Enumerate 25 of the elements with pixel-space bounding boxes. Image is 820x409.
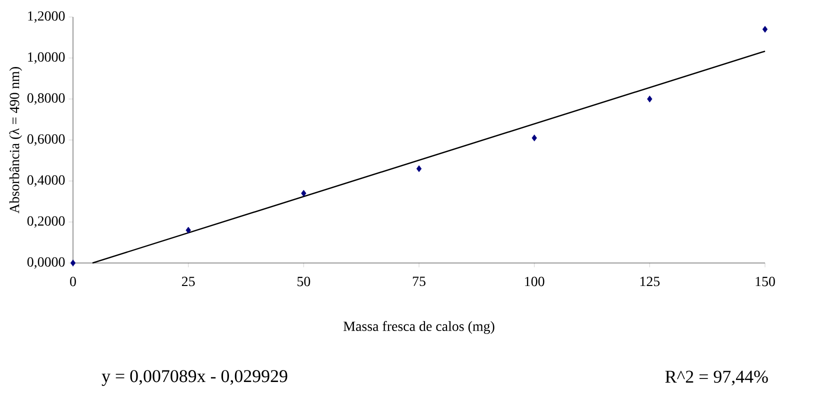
x-tick-label: 0 <box>70 276 76 286</box>
x-tick-label: 100 <box>525 276 544 286</box>
point <box>186 226 191 234</box>
point <box>647 96 652 102</box>
x-axis-title: Massa fresca de calos (mg) <box>344 321 494 334</box>
point <box>532 134 537 142</box>
x-tick-label: 25 <box>182 276 195 286</box>
y-tick-label: 1,0000 <box>28 52 65 64</box>
y-axis-title: Absorbância (λ = 490 nm) <box>9 67 22 214</box>
y-tick-label: 0,2000 <box>27 216 65 228</box>
x-tick-label: 125 <box>640 276 660 286</box>
text: R^2 = 97,44% <box>665 370 768 386</box>
x-tick-label: 150 <box>756 276 775 286</box>
y-tick-label: 1,2000 <box>28 11 65 23</box>
point <box>70 260 76 266</box>
text: y = 0,007089x - 0,029929 <box>102 370 288 386</box>
x-tick-label: 50 <box>298 276 310 286</box>
point <box>762 26 768 33</box>
y-tick-label: 0,0000 <box>27 257 65 269</box>
point <box>416 165 422 172</box>
point <box>301 190 306 197</box>
y-tick-label: 0,8000 <box>27 93 65 105</box>
y-tick-label: 0,4000 <box>27 175 65 187</box>
x-tick-label: 75 <box>412 276 426 286</box>
y-tick-label: 0,6000 <box>27 134 65 146</box>
